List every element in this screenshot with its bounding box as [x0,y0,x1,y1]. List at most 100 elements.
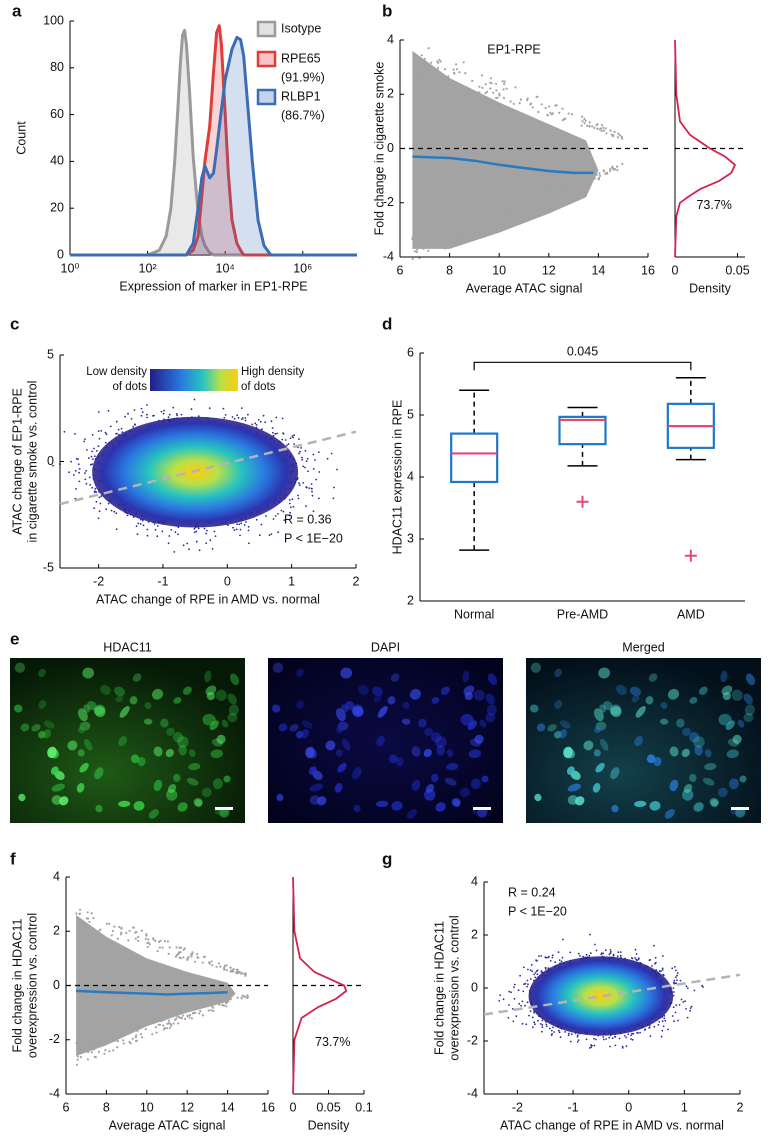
cloud-dot [102,1042,105,1045]
cloud-dot [97,430,100,432]
cell [718,713,732,726]
cloud-dot [177,526,180,529]
cloud-dot [682,1001,685,1003]
cloud-dot [176,1015,179,1018]
cloud-dot [609,170,612,173]
cloud-dot [567,112,570,115]
cloud-dot [524,1004,526,1007]
cloud-dot [558,111,561,114]
cell [376,736,385,747]
cloud-dot [544,967,547,970]
cloud-dot [675,969,677,972]
cloud-dot [411,238,414,241]
cloud-dot [259,420,262,423]
cell [722,692,731,701]
legend-percent: (86.7%) [281,108,325,122]
cloud-dot [509,212,513,215]
cloud-dot [614,168,617,171]
cloud-dot [544,200,547,203]
cloud-dot [102,1034,105,1038]
cloud-dot [662,974,665,977]
cloud-dot [167,542,170,545]
cloud-dot [203,527,206,530]
cloud-dot [617,951,620,954]
cloud-dot [236,996,239,999]
cloud-dot [498,92,501,95]
cloud-dot [277,513,279,515]
cloud-dot [83,440,86,443]
cloud-dot [116,1046,119,1049]
cloud-dot [464,234,467,237]
fit-line [483,973,741,1016]
cloud-dot [186,1015,189,1018]
cloud-dot [525,203,528,207]
cloud-dot [88,1045,91,1048]
x-axis-label: Average ATAC signal [109,1118,226,1132]
cloud-dot [481,221,484,224]
cloud-dot [422,247,425,250]
legend-label: RLBP1 [281,89,321,103]
cloud-dot [195,530,198,533]
cloud-dot [162,1028,165,1031]
cell [631,695,640,703]
cloud-dot [190,955,193,958]
significance-label: 0.045 [567,345,598,359]
histogram-line [70,24,357,257]
cloud-dot [117,428,120,431]
cloud-dot [168,413,171,416]
cloud-dot [672,991,675,993]
cell [372,686,383,697]
cloud-dot [452,68,455,71]
cloud-dot [601,124,604,127]
cell [215,689,227,701]
cloud-dot [454,223,457,226]
cell [395,757,404,767]
scale-bar [215,807,233,810]
cloud-dot [503,219,506,223]
cell [376,800,389,808]
cloud-dot [517,203,520,206]
cloud-dot [205,542,208,545]
cloud-dot [557,182,560,185]
x-tick-label: 16 [641,263,655,277]
cloud-dot [297,494,299,497]
cell [598,667,611,679]
cell [694,744,703,756]
cloud-dot [247,529,250,532]
cell [206,692,215,701]
cloud-dot [413,234,416,237]
y-tick-label: -5 [43,560,54,574]
cloud-dot [247,525,250,528]
cloud-dot [172,1022,175,1025]
cloud-dot [498,94,501,97]
cloud-dot [644,1028,647,1031]
cloud-dot [225,969,228,972]
cloud-dot [580,115,584,118]
cloud-dot [88,1038,91,1041]
cloud-dot [113,510,116,513]
cloud-dot [209,539,212,542]
cloud-dot [657,1023,660,1026]
x-tick-label: 0 [625,1100,632,1114]
cloud-dot [471,79,474,82]
cloud-dot [533,1021,536,1024]
x-axis-label: Density [308,1118,350,1132]
cell [431,697,440,704]
colorbar-label: High density [241,366,305,378]
cloud-dot [122,1033,125,1036]
x-tick-label: 0.1 [355,1100,372,1114]
cloud-dot [619,951,622,953]
cloud-dot [618,134,622,137]
x-axis-label: Average ATAC signal [466,281,583,295]
cloud-dot [312,453,315,456]
cell [13,704,23,713]
cell [635,706,646,718]
cloud-dot [306,457,309,460]
cloud-dot [229,966,232,969]
cloud-dot [588,125,591,128]
cloud-dot [573,184,576,187]
cloud-dot [545,1023,548,1026]
cell [173,697,182,704]
cloud-dot [462,61,465,64]
cloud-dot [486,90,489,93]
